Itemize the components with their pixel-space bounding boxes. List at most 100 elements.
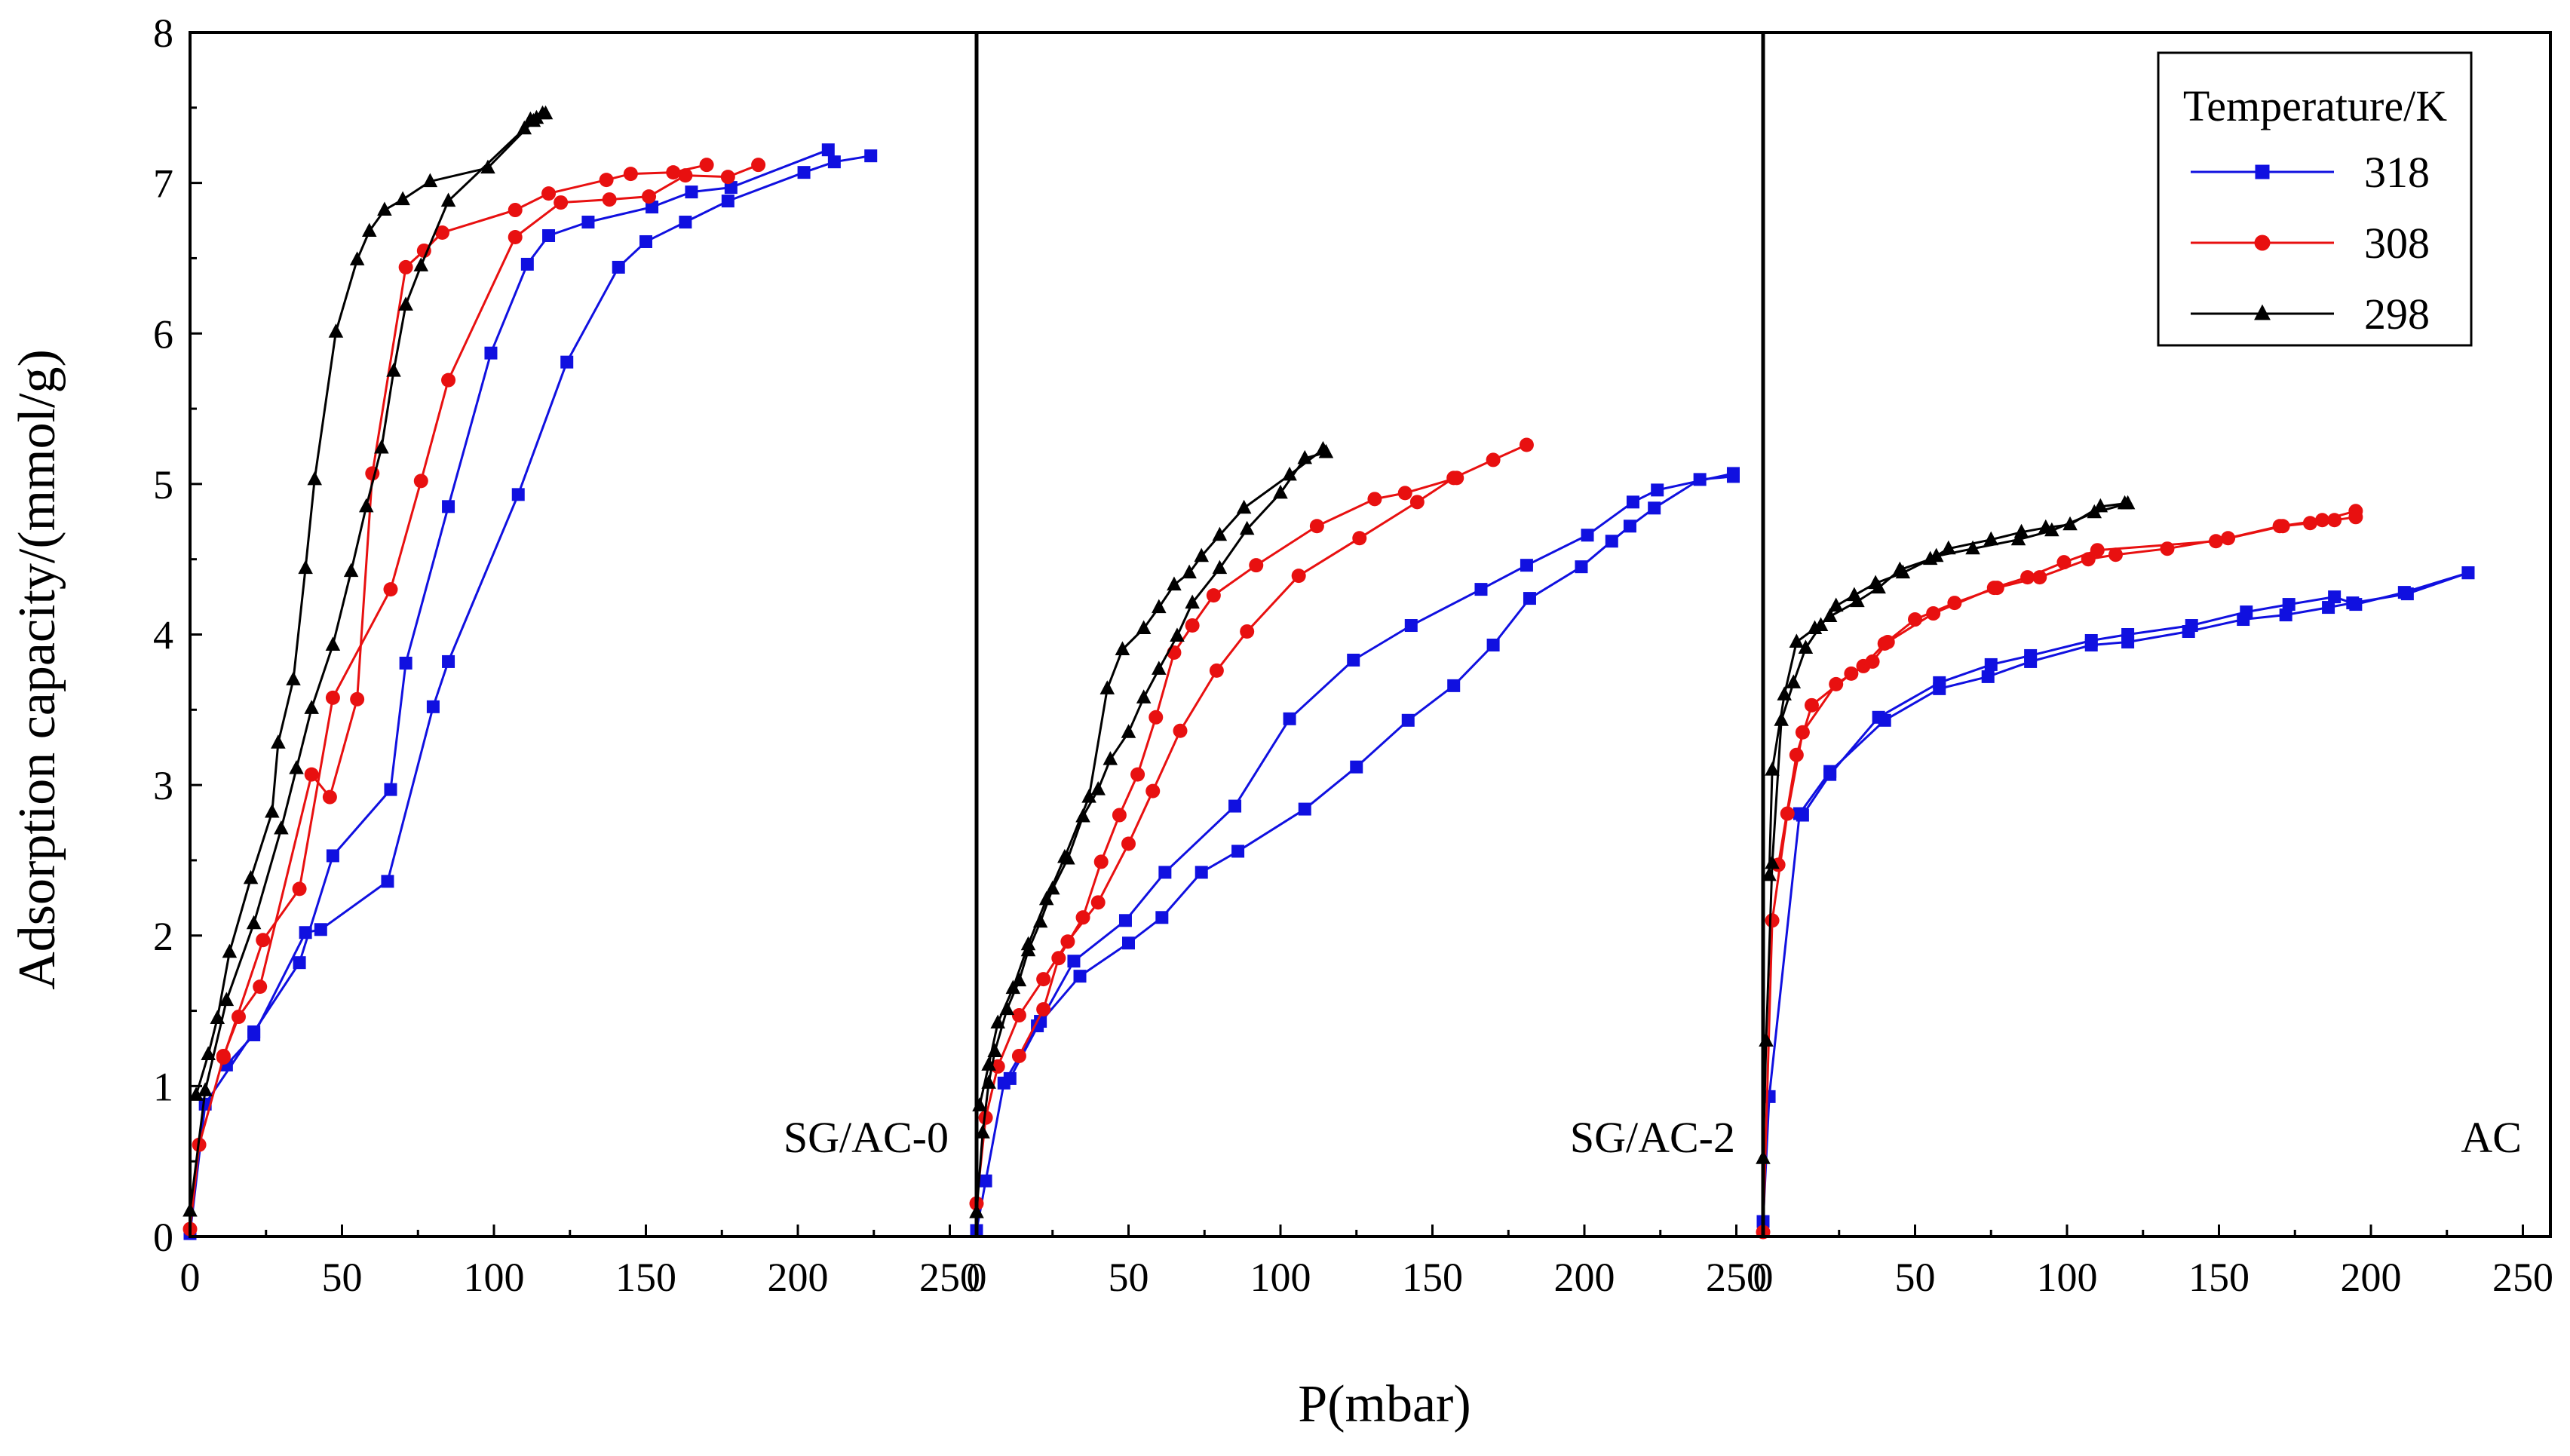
- data-point-308-adsorption: [642, 189, 657, 204]
- x-tick-label: 150: [2188, 1255, 2250, 1300]
- data-point-318-adsorption: [484, 346, 498, 360]
- data-point-298-adsorption: [413, 257, 429, 271]
- data-point-308-adsorption: [1209, 663, 1224, 678]
- x-tick-label: 0: [180, 1255, 201, 1300]
- data-point-318-desorption: [1347, 653, 1360, 667]
- data-point-318-adsorption: [1195, 866, 1208, 879]
- data-point-298-adsorption: [374, 439, 389, 454]
- x-tick-label: 250: [919, 1255, 980, 1300]
- series-308: [969, 437, 1534, 1211]
- data-point-308-desorption: [416, 243, 431, 258]
- data-point-318-adsorption: [326, 849, 339, 863]
- data-point-318-adsorption: [1231, 844, 1245, 858]
- series-318-desorption-line: [225, 155, 871, 1066]
- data-point-318-desorption: [442, 654, 455, 668]
- data-point-298-adsorption: [304, 700, 319, 714]
- data-point-318-desorption: [314, 923, 327, 936]
- data-point-308-desorption: [1112, 808, 1127, 823]
- series-308: [1756, 504, 2363, 1240]
- series-308-desorption-line: [1777, 516, 2357, 866]
- data-point-318-adsorption: [646, 201, 659, 214]
- data-point-298-desorption: [222, 943, 238, 958]
- y-tick-label: 1: [153, 1064, 173, 1109]
- data-point-318-adsorption: [1623, 520, 1636, 533]
- legend: Temperature/K 318 308 298: [2157, 51, 2473, 347]
- data-point-308-desorption: [2327, 513, 2342, 528]
- data-point-308-adsorption: [441, 372, 456, 388]
- panel-label: AC: [2461, 1113, 2522, 1162]
- data-point-298-desorption: [377, 201, 392, 216]
- data-point-318-desorption: [1796, 808, 1809, 822]
- data-point-298-desorption: [1236, 499, 1252, 514]
- data-point-298-adsorption: [1136, 689, 1152, 703]
- data-point-298-adsorption: [219, 992, 235, 1007]
- data-point-298-adsorption: [1786, 674, 1802, 688]
- x-tick-label: 200: [1554, 1255, 1615, 1300]
- data-point-308-desorption: [1075, 910, 1090, 925]
- data-point-308-desorption: [623, 167, 638, 182]
- x-tick-label: 250: [2492, 1255, 2553, 1300]
- data-point-308-desorption: [1880, 634, 1895, 649]
- panel-2: 0 50 100 150 200 250 SG/AC-2: [967, 437, 1767, 1300]
- data-point-298-desorption: [1983, 531, 1999, 546]
- data-point-318-desorption: [721, 195, 735, 208]
- data-point-308-desorption: [1011, 1048, 1026, 1063]
- data-point-308-desorption: [2208, 534, 2223, 549]
- data-point-298-desorption: [1038, 890, 1054, 906]
- data-point-308-desorption: [2275, 519, 2290, 534]
- data-point-308-adsorption: [1519, 437, 1534, 452]
- data-point-298-desorption: [1765, 762, 1780, 776]
- data-point-318-desorption: [426, 700, 440, 713]
- legend-label: 298: [2364, 290, 2430, 339]
- data-point-308-desorption: [398, 259, 413, 274]
- data-point-308-desorption: [1449, 471, 1464, 486]
- data-point-308-adsorption: [602, 192, 617, 207]
- data-point-308-desorption: [1844, 666, 1859, 681]
- series-298: [182, 105, 554, 1217]
- data-point-308-desorption: [1093, 854, 1109, 869]
- legend-entry-298: 298: [2191, 290, 2430, 339]
- axes: 0 1 2 3 4 5 6 7 8: [153, 11, 2552, 1260]
- data-point-298-desorption: [286, 671, 301, 685]
- data-point-318-adsorption: [1401, 713, 1415, 727]
- x-tick-label: 100: [464, 1255, 525, 1300]
- data-point-298-adsorption: [358, 498, 374, 513]
- data-point-308-desorption: [1206, 588, 1221, 603]
- data-point-308-desorption: [1789, 747, 1804, 762]
- data-point-298-desorption: [2117, 495, 2133, 510]
- data-point-318-desorption: [1228, 799, 1242, 813]
- data-point-308-desorption: [599, 173, 614, 188]
- y-tick-label: 7: [153, 161, 173, 207]
- data-point-298-desorption: [1152, 599, 1167, 614]
- data-point-318-adsorption: [1298, 802, 1311, 816]
- data-point-318-adsorption: [1605, 535, 1618, 548]
- data-point-298-desorption: [1099, 680, 1115, 694]
- x-tick-label: 200: [768, 1255, 829, 1300]
- data-point-308-desorption: [666, 165, 681, 180]
- data-point-308-adsorption: [1011, 1008, 1026, 1023]
- series-318: [183, 143, 878, 1240]
- data-point-318-desorption: [560, 355, 574, 369]
- data-point-298-desorption: [526, 112, 541, 127]
- data-point-308-adsorption: [720, 170, 735, 185]
- data-point-298-adsorption: [398, 296, 413, 311]
- data-point-318-desorption: [2185, 619, 2198, 633]
- data-point-318-desorption: [864, 149, 878, 163]
- x-tick-label: 100: [1250, 1255, 1311, 1300]
- data-point-308-desorption: [1051, 951, 1066, 966]
- data-point-318-adsorption: [1155, 911, 1169, 924]
- data-point-298-adsorption: [274, 820, 289, 835]
- data-point-298-desorption: [189, 1087, 204, 1101]
- data-point-298-desorption: [1115, 641, 1130, 655]
- data-point-318-desorption: [299, 926, 312, 940]
- data-point-298-desorption: [328, 323, 344, 338]
- panel-label: SG/AC-0: [784, 1113, 949, 1162]
- data-point-308-adsorption: [1240, 624, 1255, 639]
- data-point-308-adsorption: [508, 229, 523, 244]
- data-point-308-desorption: [1036, 1002, 1051, 1017]
- series-308-desorption-line: [222, 164, 707, 1057]
- data-point-298-adsorption: [1798, 639, 1814, 654]
- data-point-318-desorption: [1651, 483, 1664, 497]
- data-point-318-adsorption: [442, 500, 455, 513]
- data-point-308-desorption: [508, 203, 523, 218]
